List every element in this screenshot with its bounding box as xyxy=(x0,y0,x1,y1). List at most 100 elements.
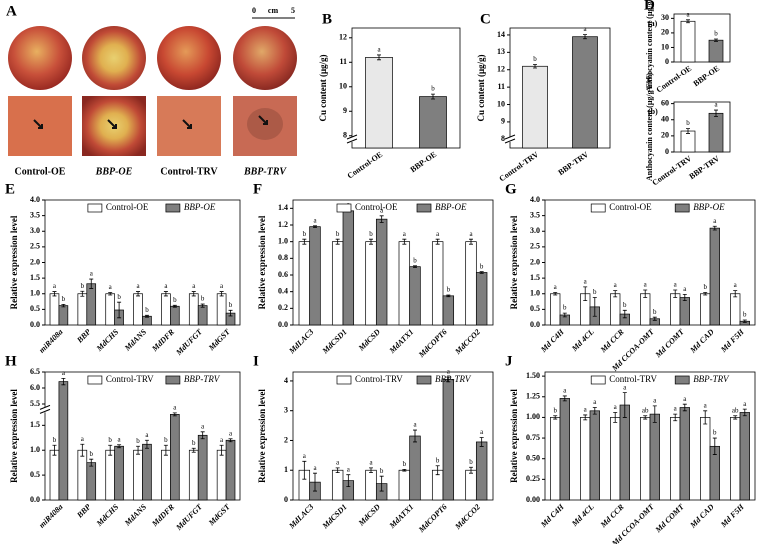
error-bar xyxy=(446,294,451,298)
legend-label: Control-OE xyxy=(609,202,652,212)
significance-letter: a xyxy=(313,216,317,224)
significance-letter: b xyxy=(469,458,473,466)
significance-letter: a xyxy=(53,282,57,290)
significance-letter: b xyxy=(136,437,140,445)
bar xyxy=(161,449,171,501)
y-tick-label: 3.0 xyxy=(530,226,540,235)
y-axis-label: Cu content (μg/g) xyxy=(318,54,328,121)
error-bar xyxy=(435,465,440,476)
significance-letter: a xyxy=(713,217,717,225)
panel-label: H xyxy=(5,353,17,369)
significance-letter: a xyxy=(623,383,627,391)
error-bar xyxy=(89,458,94,467)
bar xyxy=(133,449,143,501)
y-tick-label: 3.5 xyxy=(30,210,40,219)
error-bar xyxy=(136,445,141,455)
significance-letter: a xyxy=(118,435,122,443)
error-bar xyxy=(622,309,627,319)
bar xyxy=(114,445,124,501)
y-tick-label: 14 xyxy=(497,30,505,39)
y-tick-label: 1.5 xyxy=(30,273,40,282)
error-bar xyxy=(402,238,407,245)
bar xyxy=(105,449,115,501)
error-bar xyxy=(613,290,618,298)
plot-frame xyxy=(509,27,611,149)
significance-letter: a xyxy=(380,206,384,214)
significance-letter: a xyxy=(480,428,484,436)
error-bar xyxy=(61,378,66,386)
error-bar xyxy=(583,414,588,421)
error-bar xyxy=(144,314,149,318)
y-axis-label: Relative expression level xyxy=(257,215,267,309)
y-tick-label: 0.4 xyxy=(278,286,288,295)
bar xyxy=(133,293,143,326)
y-axis-label: Cu content (μg/g) xyxy=(476,54,486,121)
error-bar xyxy=(402,468,407,472)
significance-letter: b xyxy=(623,301,627,309)
significance-letter: a xyxy=(644,281,648,289)
significance-letter: b xyxy=(703,283,707,291)
axis-break xyxy=(346,134,358,144)
bar xyxy=(475,441,488,501)
legend-label: BBP-TRV xyxy=(693,374,730,384)
significance-letter: b xyxy=(713,429,717,437)
significance-letter: a xyxy=(563,387,567,395)
bar xyxy=(572,36,598,149)
error-bar xyxy=(80,443,85,457)
legend-label: BBP-OE xyxy=(693,202,725,212)
apple-photo xyxy=(82,26,146,90)
photo-caption: BBP-TRV xyxy=(243,166,287,177)
legend-label: Control-TRV xyxy=(355,374,403,384)
significance-letter: b xyxy=(81,282,85,290)
error-bar xyxy=(413,429,417,443)
error-bar xyxy=(592,407,597,415)
y-tick-label: 8 xyxy=(501,134,505,143)
y-tick-label: 4 xyxy=(284,376,288,385)
significance-letter: a xyxy=(173,403,177,411)
bar xyxy=(610,293,621,326)
apple-photo xyxy=(157,26,221,90)
legend-swatch xyxy=(336,375,352,385)
bar xyxy=(610,417,621,501)
error-bar xyxy=(200,303,205,308)
error-bar xyxy=(686,128,690,134)
panel-label: E xyxy=(5,181,15,197)
error-bar xyxy=(335,467,340,474)
y-tick-label: 9 xyxy=(343,106,347,115)
error-bar xyxy=(369,238,373,245)
significance-letter: b xyxy=(117,293,121,301)
significance-letter: a xyxy=(614,281,618,289)
bar xyxy=(170,414,180,501)
bar xyxy=(188,293,199,326)
y-tick-label: 4.0 xyxy=(30,195,40,204)
significance-letter: a xyxy=(584,406,588,414)
y-tick-label: 0.5 xyxy=(30,304,40,313)
significance-letter: b xyxy=(431,85,435,93)
arrow xyxy=(33,115,268,129)
y-tick-label: 1.0 xyxy=(30,289,40,298)
error-bar xyxy=(553,292,558,296)
bar xyxy=(188,449,199,501)
significance-letter: a xyxy=(413,421,417,429)
error-bar xyxy=(228,309,233,317)
error-bar xyxy=(553,415,558,420)
bar xyxy=(619,404,630,501)
y-tick-label: 1.2 xyxy=(278,220,288,229)
bar xyxy=(442,295,455,326)
bar xyxy=(730,417,741,501)
error-bar xyxy=(52,291,57,297)
photo-caption: Control-TRV xyxy=(160,166,218,177)
significance-letter: a xyxy=(164,282,168,290)
apple-photo xyxy=(233,26,297,90)
bar xyxy=(58,381,69,501)
error-bar xyxy=(219,444,224,456)
plot-frame xyxy=(673,13,731,63)
y-tick-label: 2.0 xyxy=(30,257,40,266)
significance-letter: a xyxy=(584,277,588,285)
error-bar xyxy=(712,437,717,455)
y-tick-label: 0.25 xyxy=(526,474,540,483)
plot-frame xyxy=(292,371,494,501)
bar xyxy=(730,293,741,326)
bar xyxy=(365,241,377,326)
error-bar xyxy=(219,291,224,297)
